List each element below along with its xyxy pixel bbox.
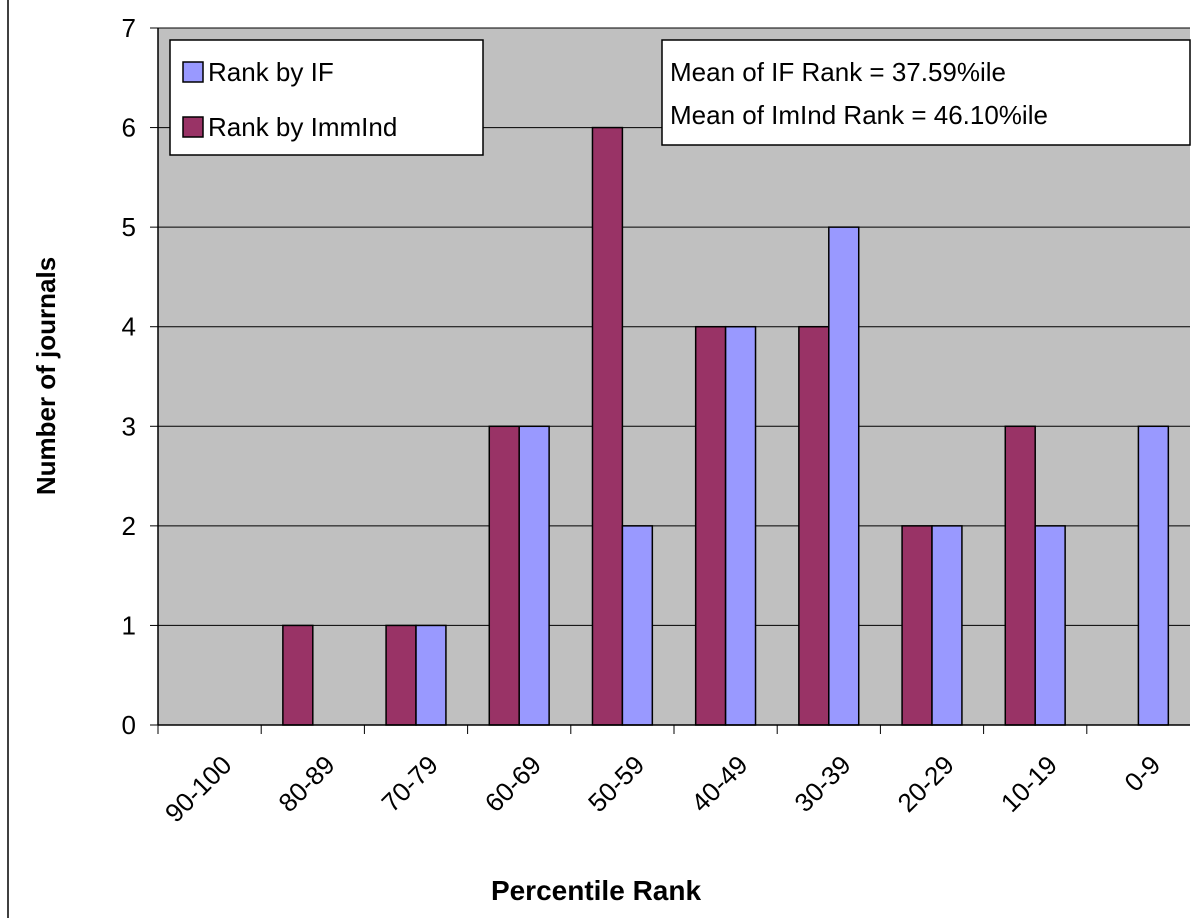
legend-swatch xyxy=(182,61,204,83)
x-tick-label: 10-19 xyxy=(995,750,1063,818)
y-tick-label: 2 xyxy=(122,511,136,541)
legend-label: Rank by ImmInd xyxy=(208,112,397,142)
bar xyxy=(415,624,447,726)
y-tick-label: 6 xyxy=(122,113,136,143)
bar xyxy=(1034,525,1066,726)
annotation: Mean of IF Rank = 37.59%ile xyxy=(670,57,1006,87)
bar xyxy=(724,325,757,726)
y-tick-label: 7 xyxy=(122,13,136,43)
bar xyxy=(621,525,654,726)
y-tick-label: 5 xyxy=(122,212,136,242)
x-tick-label: 90-100 xyxy=(159,750,237,828)
y-tick-label: 0 xyxy=(122,710,136,740)
bar xyxy=(282,624,314,726)
annotation-box xyxy=(661,39,1191,146)
bar xyxy=(591,126,624,726)
x-tick-label: 0-9 xyxy=(1118,750,1166,798)
x-tick-label: 20-29 xyxy=(892,750,960,818)
bar xyxy=(488,425,520,726)
x-tick-label: 30-39 xyxy=(788,750,856,818)
y-tick-label: 3 xyxy=(122,411,136,441)
annotation: Mean of ImInd Rank = 46.10%ile xyxy=(670,100,1048,130)
x-tick-label: 50-59 xyxy=(582,750,650,818)
bar xyxy=(901,525,933,726)
bar xyxy=(1137,425,1170,726)
bar xyxy=(385,624,417,726)
bar xyxy=(798,325,830,726)
y-axis-label: Number of journals xyxy=(31,257,61,495)
bar xyxy=(828,226,860,726)
bar xyxy=(1004,425,1036,726)
y-tick-label: 1 xyxy=(122,610,136,640)
x-tick-label: 40-49 xyxy=(685,750,753,818)
legend-swatch xyxy=(182,116,204,138)
legend-label: Rank by IF xyxy=(208,57,334,87)
bar xyxy=(694,325,727,726)
legend-box xyxy=(169,39,484,156)
bar xyxy=(931,525,963,726)
x-tick-label: 80-89 xyxy=(272,750,340,818)
x-tick-label: 70-79 xyxy=(376,750,444,818)
x-axis-label: Percentile Rank xyxy=(491,875,702,906)
x-tick-label: 60-69 xyxy=(479,750,547,818)
y-tick-label: 4 xyxy=(122,312,136,342)
bar xyxy=(518,425,550,726)
